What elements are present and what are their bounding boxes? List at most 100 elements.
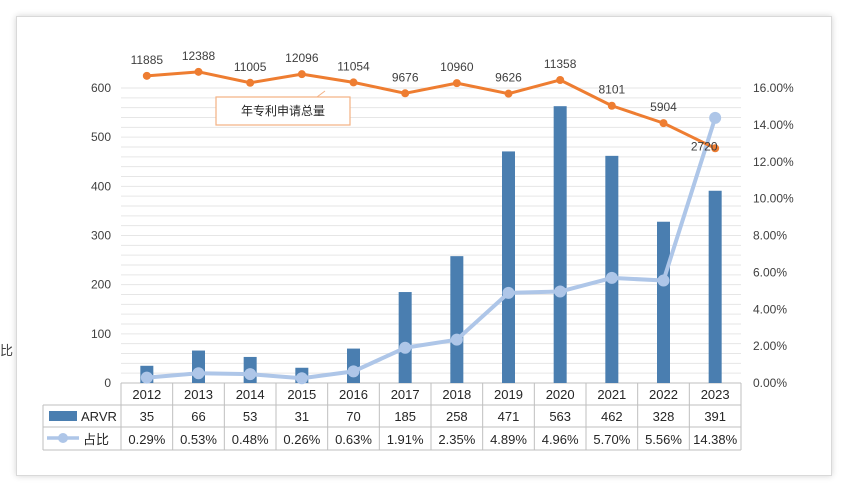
y-right-tick: 16.00%: [753, 81, 794, 95]
total-point: [453, 79, 461, 87]
total-point: [608, 102, 616, 110]
bar: [657, 222, 670, 383]
share-value-label: 5.70%: [593, 432, 630, 447]
total-point: [660, 119, 668, 127]
bar: [450, 256, 463, 383]
category-label: 2019: [494, 387, 523, 402]
data-table: 2012350.29%2013660.53%2014530.48%2015310…: [43, 383, 741, 450]
share-point: [658, 274, 670, 286]
y-left-tick: 100: [91, 327, 111, 341]
side-text: 比: [0, 340, 13, 359]
bar-value-label: 471: [498, 409, 520, 424]
share-point: [606, 272, 618, 284]
y-left-tick: 600: [91, 81, 111, 95]
bar: [605, 156, 618, 383]
right-axis: 0.00%2.00%4.00%6.00%8.00%10.00%12.00%14.…: [753, 81, 794, 390]
combo-chart: 0 100 200 300 400 500 600 0.00% 2.00% 4.00% 6.00%…: [17, 17, 831, 475]
category-label: 2017: [391, 387, 420, 402]
total-point: [298, 70, 306, 78]
y-right-tick: 12.00%: [753, 155, 794, 169]
share-value-label: 0.53%: [180, 432, 217, 447]
share-value-label: 5.56%: [645, 432, 682, 447]
total-data-label: 8101: [598, 83, 625, 97]
bar: [399, 292, 412, 383]
y-left-tick: 400: [91, 179, 111, 193]
share-value-label: 1.91%: [387, 432, 424, 447]
category-label: 2012: [132, 387, 161, 402]
category-label: 2016: [339, 387, 368, 402]
category-label: 2020: [546, 387, 575, 402]
share-point: [503, 287, 515, 299]
share-point: [141, 372, 153, 384]
total-point: [505, 90, 513, 98]
legend-label-share: 占比: [83, 432, 109, 447]
total-data-label: 11358: [544, 57, 577, 71]
total-data-label: 2720: [691, 139, 718, 153]
total-point: [195, 68, 203, 76]
share-point: [296, 372, 308, 384]
legend-label-arvr: ARVR: [81, 409, 117, 424]
bar-value-label: 185: [394, 409, 416, 424]
share-point: [451, 334, 463, 346]
total-data-label: 11885: [131, 53, 164, 67]
total-point: [350, 78, 358, 86]
total-data-label: 5904: [650, 100, 677, 114]
category-label: 2015: [287, 387, 316, 402]
total-point: [246, 79, 254, 87]
total-data-label: 11005: [234, 60, 267, 74]
bar-series-arvr: [140, 106, 721, 383]
total-data-label: 12388: [182, 49, 216, 63]
total-data-label: 10960: [440, 60, 474, 74]
bar: [709, 191, 722, 383]
bar-value-label: 53: [243, 409, 257, 424]
bar-value-label: 31: [295, 409, 309, 424]
y-right-tick: 6.00%: [753, 265, 787, 279]
bar: [502, 151, 515, 383]
share-point: [193, 367, 205, 379]
y-left-tick: 200: [91, 278, 111, 292]
share-value-label: 4.96%: [542, 432, 579, 447]
share-value-label: 14.38%: [693, 432, 738, 447]
bar-value-label: 391: [704, 409, 726, 424]
share-point: [709, 112, 721, 124]
share-value-label: 0.48%: [232, 432, 269, 447]
y-left-tick: 300: [91, 229, 111, 243]
bar-value-label: 258: [446, 409, 468, 424]
share-point: [348, 365, 360, 377]
share-point: [554, 286, 566, 298]
bar-value-label: 35: [140, 409, 154, 424]
share-value-label: 0.63%: [335, 432, 372, 447]
bar-value-label: 70: [346, 409, 360, 424]
y-right-tick: 14.00%: [753, 118, 794, 132]
y-right-tick: 0.00%: [753, 376, 787, 390]
legend-key-arvr: [49, 411, 77, 421]
total-point: [401, 89, 409, 97]
total-data-label: 9626: [495, 71, 522, 85]
share-value-label: 2.35%: [438, 432, 475, 447]
bar-value-label: 462: [601, 409, 623, 424]
left-axis: 0 100 200 300 400 500 600: [91, 81, 111, 390]
category-label: 2022: [649, 387, 678, 402]
share-value-label: 0.29%: [128, 432, 165, 447]
category-label: 2013: [184, 387, 213, 402]
y-left-tick: 500: [91, 130, 111, 144]
share-value-label: 0.26%: [283, 432, 320, 447]
callout: 年专利申请总量: [216, 91, 350, 125]
bar-value-label: 563: [549, 409, 571, 424]
total-point: [143, 72, 151, 80]
share-value-label: 4.89%: [490, 432, 527, 447]
y-right-tick: 2.00%: [753, 339, 787, 353]
y-right-tick: 4.00%: [753, 302, 787, 316]
total-data-label: 12096: [285, 51, 319, 65]
category-label: 2021: [597, 387, 626, 402]
legend-key-share-marker: [58, 433, 68, 443]
total-data-label: 9676: [392, 70, 419, 84]
bar-value-label: 328: [653, 409, 675, 424]
share-point: [244, 368, 256, 380]
y-right-tick: 10.00%: [753, 192, 794, 206]
total-point: [556, 76, 564, 84]
gridlines: [121, 88, 741, 383]
total-data-label: 11054: [337, 59, 370, 73]
bar-value-label: 66: [191, 409, 205, 424]
y-left-tick: 0: [104, 376, 111, 390]
